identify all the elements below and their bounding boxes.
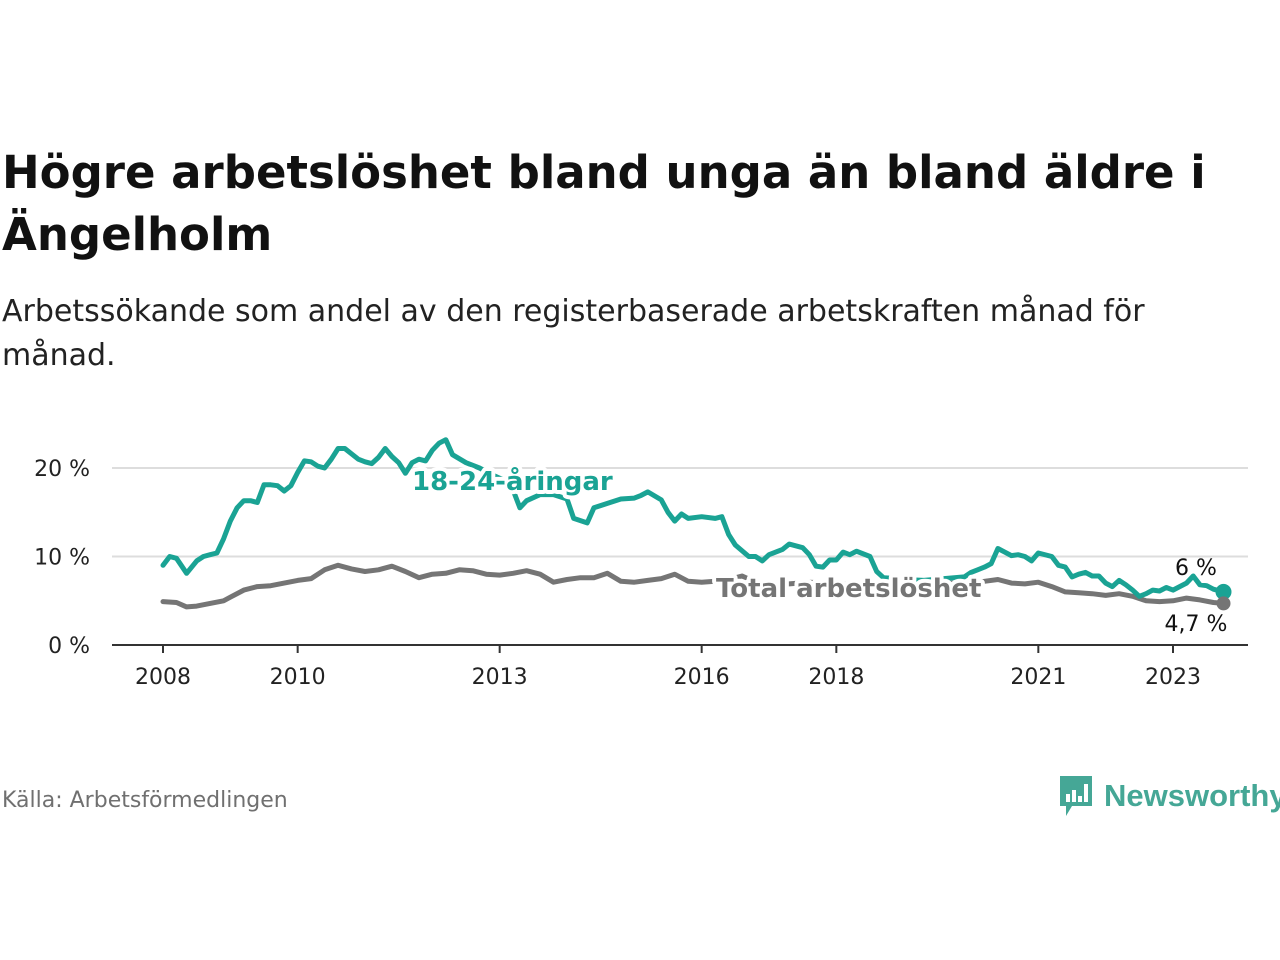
series-line-youth xyxy=(160,437,1226,599)
series-label-total: Total arbetslöshet xyxy=(716,574,981,604)
series-label-youth-halo: 18-24-åringar xyxy=(412,465,613,497)
y-tick-label: 0 % xyxy=(48,634,90,659)
series-label-youth: 18-24-åringar xyxy=(412,465,613,497)
x-tick-label: 2010 xyxy=(270,665,326,690)
end-point-total xyxy=(1216,596,1231,611)
end-label-youth: 6 % xyxy=(1175,556,1217,581)
x-tick-label: 2018 xyxy=(808,665,864,690)
chart-labels: 0 % 10 % 20 % 2008 2010 2013 2016 2018 2021 2023 1… xyxy=(34,457,1227,690)
source-note: Källa: Arbetsförmedlingen xyxy=(2,788,288,813)
x-tick-label: 2013 xyxy=(472,665,528,690)
y-tick-label: 10 % xyxy=(34,546,90,571)
end-label-total: 4,7 % xyxy=(1165,612,1228,637)
x-tick-label: 2016 xyxy=(674,665,730,690)
end-point-youth xyxy=(1215,583,1232,600)
brand-name: Newsworthy xyxy=(1104,778,1280,813)
series-label-total-halo: Total arbetslöshet xyxy=(716,574,981,604)
series-lines xyxy=(160,437,1232,611)
line-chart: 0 % 10 % 20 % 2008 2010 2013 2016 2018 2021 2023 1… xyxy=(34,437,1248,690)
x-tick-label: 2021 xyxy=(1010,665,1066,690)
x-tick-label: 2008 xyxy=(135,665,191,690)
newsworthy-logo-icon xyxy=(1060,776,1092,816)
y-tick-label: 20 % xyxy=(34,457,90,482)
x-tick-label: 2023 xyxy=(1145,665,1201,690)
series-line-total xyxy=(160,562,1226,610)
axes xyxy=(112,644,1248,653)
brand-logo[interactable]: Newsworthy xyxy=(1058,772,1280,820)
chart-subtitle: Arbetssökande som andel av den registerb… xyxy=(2,294,1145,373)
chart-title: Högre arbetslöshet bland unga än bland ä… xyxy=(2,146,1206,261)
